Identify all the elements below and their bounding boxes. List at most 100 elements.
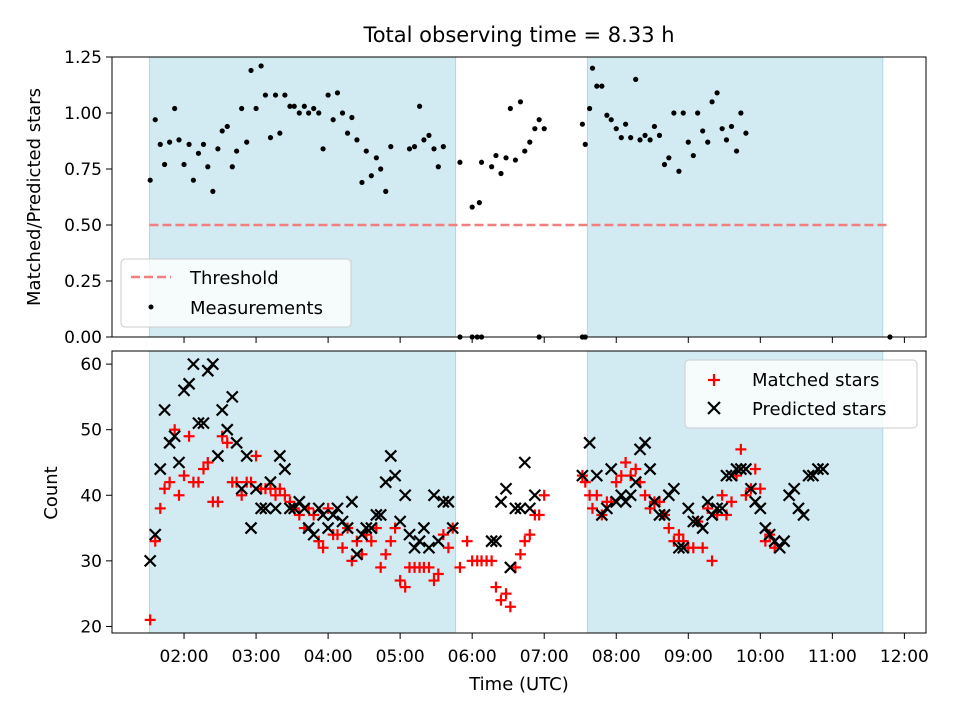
measurement-point bbox=[623, 121, 629, 127]
predicted-star-point bbox=[676, 541, 690, 555]
predicted-stars-points bbox=[143, 357, 830, 574]
measurement-point bbox=[411, 144, 418, 150]
predicted-star-point bbox=[523, 502, 537, 515]
predicted-legend-label: Predicted stars bbox=[752, 399, 886, 420]
matched-star-point bbox=[673, 529, 685, 541]
predicted-star-point-b bbox=[787, 482, 801, 495]
predicted-star-point bbox=[384, 449, 398, 463]
measurement-point bbox=[647, 137, 653, 143]
measurement-point bbox=[339, 110, 346, 116]
predicted-star-point-b bbox=[307, 528, 320, 541]
predicted-star-point-b bbox=[427, 489, 441, 502]
predicted-star-point bbox=[360, 521, 373, 535]
matched-star-point bbox=[706, 555, 718, 567]
predicted-star-point-b bbox=[230, 436, 243, 450]
measurement-point bbox=[628, 135, 634, 141]
top-shaded-region bbox=[586, 56, 884, 338]
predicted-star-point-b bbox=[653, 508, 666, 522]
predicted-star-point bbox=[576, 469, 589, 482]
matched-star-point bbox=[322, 502, 334, 514]
measurement-point bbox=[416, 103, 423, 109]
predicted-star-point bbox=[370, 508, 383, 522]
matched-star-point bbox=[192, 476, 204, 488]
measurement-point bbox=[172, 105, 178, 112]
matched-star-point bbox=[380, 548, 392, 560]
predicted-star-point-b bbox=[763, 528, 776, 541]
predicted-star-point-b bbox=[734, 462, 748, 476]
predicted-star-point bbox=[187, 357, 200, 371]
measurement-point bbox=[167, 139, 173, 145]
measurement-point bbox=[311, 105, 317, 112]
predicted-star-point bbox=[446, 521, 460, 535]
predicted-star-point bbox=[388, 469, 402, 482]
predicted-star-point-b bbox=[432, 534, 445, 548]
top-x-ticks bbox=[183, 337, 905, 343]
predicted-star-point-b bbox=[302, 521, 315, 535]
measurement-point bbox=[354, 137, 360, 143]
predicted-star-point-b bbox=[398, 489, 412, 502]
matched-star-point bbox=[337, 542, 349, 554]
predicted-star-point bbox=[658, 508, 671, 522]
matched-star-point bbox=[432, 568, 444, 580]
top-legend-box bbox=[120, 258, 352, 328]
measurement-point bbox=[599, 83, 605, 89]
predicted-star-point-b bbox=[499, 482, 513, 495]
predicted-star-point bbox=[696, 521, 709, 535]
predicted-star-point bbox=[259, 502, 272, 515]
predicted-star-point-b bbox=[489, 534, 503, 548]
x-axis-label: Time (UTC) bbox=[468, 674, 569, 695]
predicted-star-point-b bbox=[446, 521, 460, 535]
predicted-star-point-b bbox=[624, 489, 637, 502]
predicted-star-point bbox=[321, 521, 335, 535]
measurement-point bbox=[586, 105, 593, 112]
matched-star-point bbox=[716, 489, 728, 501]
predicted-star-point-b bbox=[748, 495, 762, 509]
measurement-point bbox=[604, 112, 610, 118]
predicted-star-point-b bbox=[220, 423, 234, 436]
predicted-star-point-b bbox=[715, 502, 729, 515]
predicted-star-point-b bbox=[244, 521, 258, 535]
predicted-star-point bbox=[158, 403, 171, 417]
predicted-star-point bbox=[773, 541, 787, 555]
predicted-star-point bbox=[341, 521, 354, 535]
predicted-star-point bbox=[374, 508, 387, 522]
matched-star-point bbox=[586, 502, 598, 514]
measurement-point bbox=[503, 155, 509, 161]
bottom-x-tick-label: 07:00 bbox=[520, 647, 569, 667]
predicted-star-point bbox=[802, 469, 815, 482]
measurement-point bbox=[743, 130, 749, 136]
predicted-star-point bbox=[326, 508, 340, 522]
top-y-tick-label: 1.25 bbox=[64, 48, 102, 68]
predicted-star-point bbox=[350, 548, 364, 561]
measurement-point bbox=[229, 164, 235, 170]
predicted-star-point-b bbox=[215, 403, 229, 417]
predicted-star-point-b bbox=[321, 521, 335, 535]
measurement-point bbox=[296, 110, 302, 116]
predicted-star-point-b bbox=[148, 528, 162, 541]
measurement-point bbox=[618, 135, 624, 141]
predicted-star-point bbox=[192, 416, 205, 430]
predicted-star-point-b bbox=[187, 357, 200, 371]
matched-star-point bbox=[197, 463, 209, 475]
predicted-star-point bbox=[312, 502, 326, 515]
matched-star-point bbox=[365, 535, 377, 547]
measurement-point bbox=[152, 117, 158, 123]
predicted-star-point-b bbox=[283, 502, 297, 515]
measurement-point bbox=[536, 117, 542, 123]
predicted-star-point-b bbox=[336, 515, 349, 528]
measurement-point bbox=[613, 126, 619, 132]
predicted-star-point-b bbox=[254, 502, 268, 515]
predicted-star-point-b bbox=[730, 462, 743, 476]
bottom-legend-box bbox=[684, 359, 918, 429]
predicted-star-point bbox=[528, 489, 542, 502]
matched-star-point bbox=[264, 483, 276, 495]
predicted-star-point bbox=[215, 403, 229, 417]
predicted-star-point-b bbox=[739, 462, 753, 476]
measurement-point bbox=[728, 123, 735, 130]
matched-star-point bbox=[754, 483, 766, 495]
matched-star-point bbox=[389, 522, 401, 534]
predicted-star-point bbox=[715, 502, 729, 515]
predicted-star-point bbox=[432, 534, 445, 548]
matched-star-point bbox=[231, 476, 243, 488]
measurement-point bbox=[258, 63, 264, 69]
